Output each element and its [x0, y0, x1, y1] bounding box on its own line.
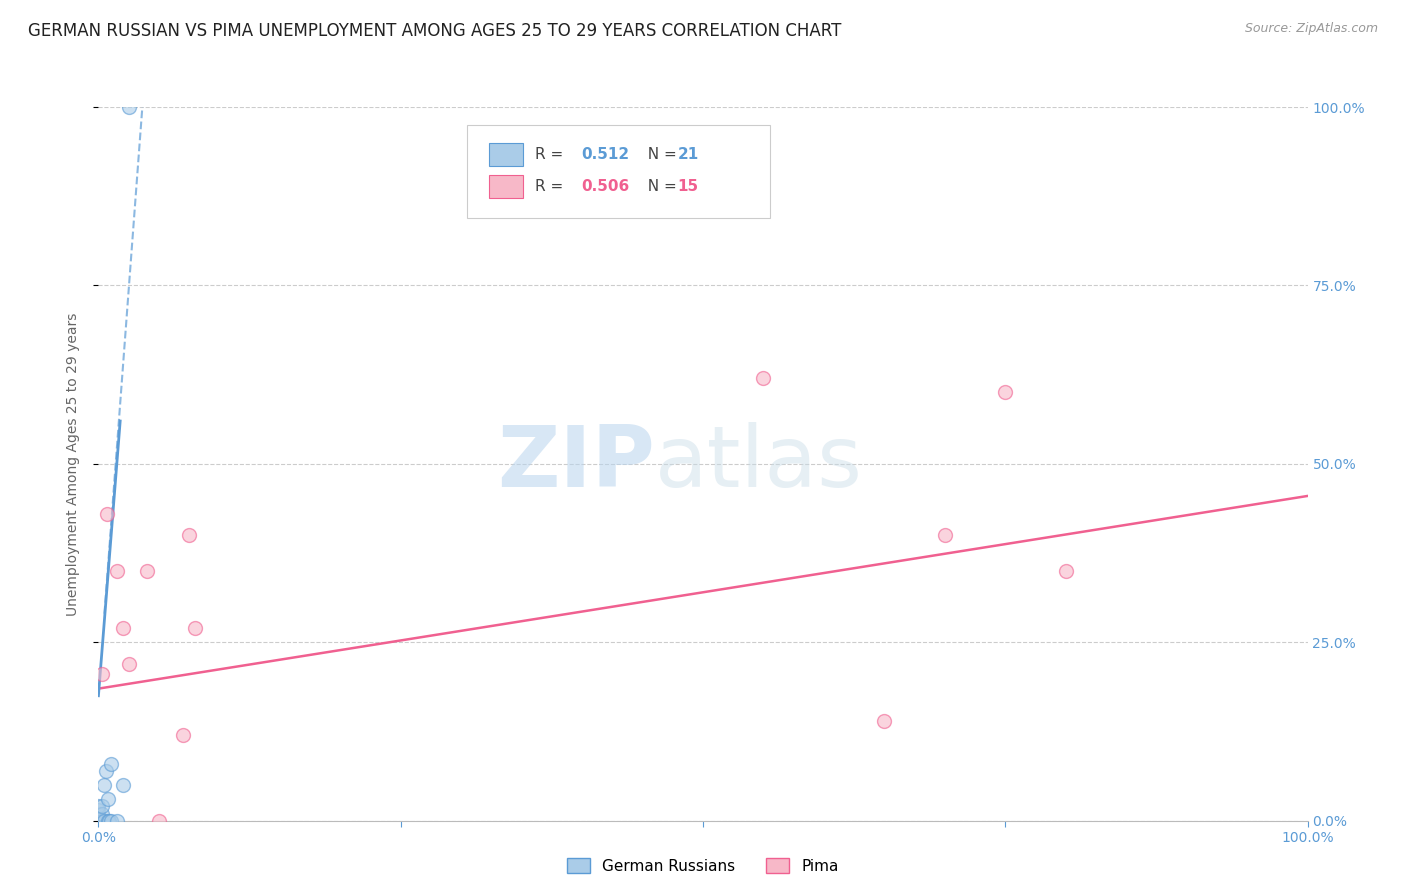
Text: atlas: atlas — [655, 422, 863, 506]
Point — [934, 528, 956, 542]
Point — [994, 385, 1017, 400]
Point — [98, 814, 121, 828]
Text: 0.512: 0.512 — [581, 146, 628, 161]
Point — [105, 564, 128, 578]
Point — [179, 528, 201, 542]
Text: 0.506: 0.506 — [581, 178, 628, 194]
Point — [172, 728, 194, 742]
Text: R =: R = — [534, 178, 568, 194]
Point — [97, 814, 120, 828]
Point — [91, 814, 114, 828]
Point — [93, 814, 115, 828]
Point — [93, 778, 115, 792]
Point — [184, 621, 207, 635]
Point — [91, 806, 114, 821]
Point — [118, 657, 141, 671]
Point — [87, 814, 110, 828]
Point — [87, 799, 110, 814]
FancyBboxPatch shape — [489, 175, 523, 198]
Point — [148, 814, 170, 828]
Point — [87, 806, 110, 821]
Point — [105, 814, 128, 828]
Point — [135, 564, 157, 578]
Point — [118, 100, 141, 114]
Text: GERMAN RUSSIAN VS PIMA UNEMPLOYMENT AMONG AGES 25 TO 29 YEARS CORRELATION CHART: GERMAN RUSSIAN VS PIMA UNEMPLOYMENT AMON… — [28, 22, 842, 40]
Text: 21: 21 — [678, 146, 699, 161]
Point — [87, 810, 110, 824]
Text: R =: R = — [534, 146, 568, 161]
Point — [91, 799, 114, 814]
Point — [111, 621, 134, 635]
Point — [873, 714, 896, 728]
FancyBboxPatch shape — [467, 125, 769, 218]
Text: N =: N = — [638, 178, 682, 194]
Point — [111, 778, 134, 792]
Point — [100, 814, 122, 828]
Text: N =: N = — [638, 146, 682, 161]
Text: Source: ZipAtlas.com: Source: ZipAtlas.com — [1244, 22, 1378, 36]
Point — [97, 792, 120, 806]
Text: ZIP: ZIP — [496, 422, 655, 506]
Point — [94, 764, 117, 778]
Y-axis label: Unemployment Among Ages 25 to 29 years: Unemployment Among Ages 25 to 29 years — [66, 312, 80, 615]
Point — [96, 507, 118, 521]
Point — [87, 814, 110, 828]
Point — [752, 371, 775, 385]
Point — [100, 756, 122, 771]
FancyBboxPatch shape — [489, 143, 523, 166]
Text: 15: 15 — [678, 178, 699, 194]
Legend: German Russians, Pima: German Russians, Pima — [561, 852, 845, 880]
Point — [1054, 564, 1077, 578]
Point — [91, 667, 114, 681]
Point — [87, 814, 110, 828]
Point — [87, 803, 110, 817]
